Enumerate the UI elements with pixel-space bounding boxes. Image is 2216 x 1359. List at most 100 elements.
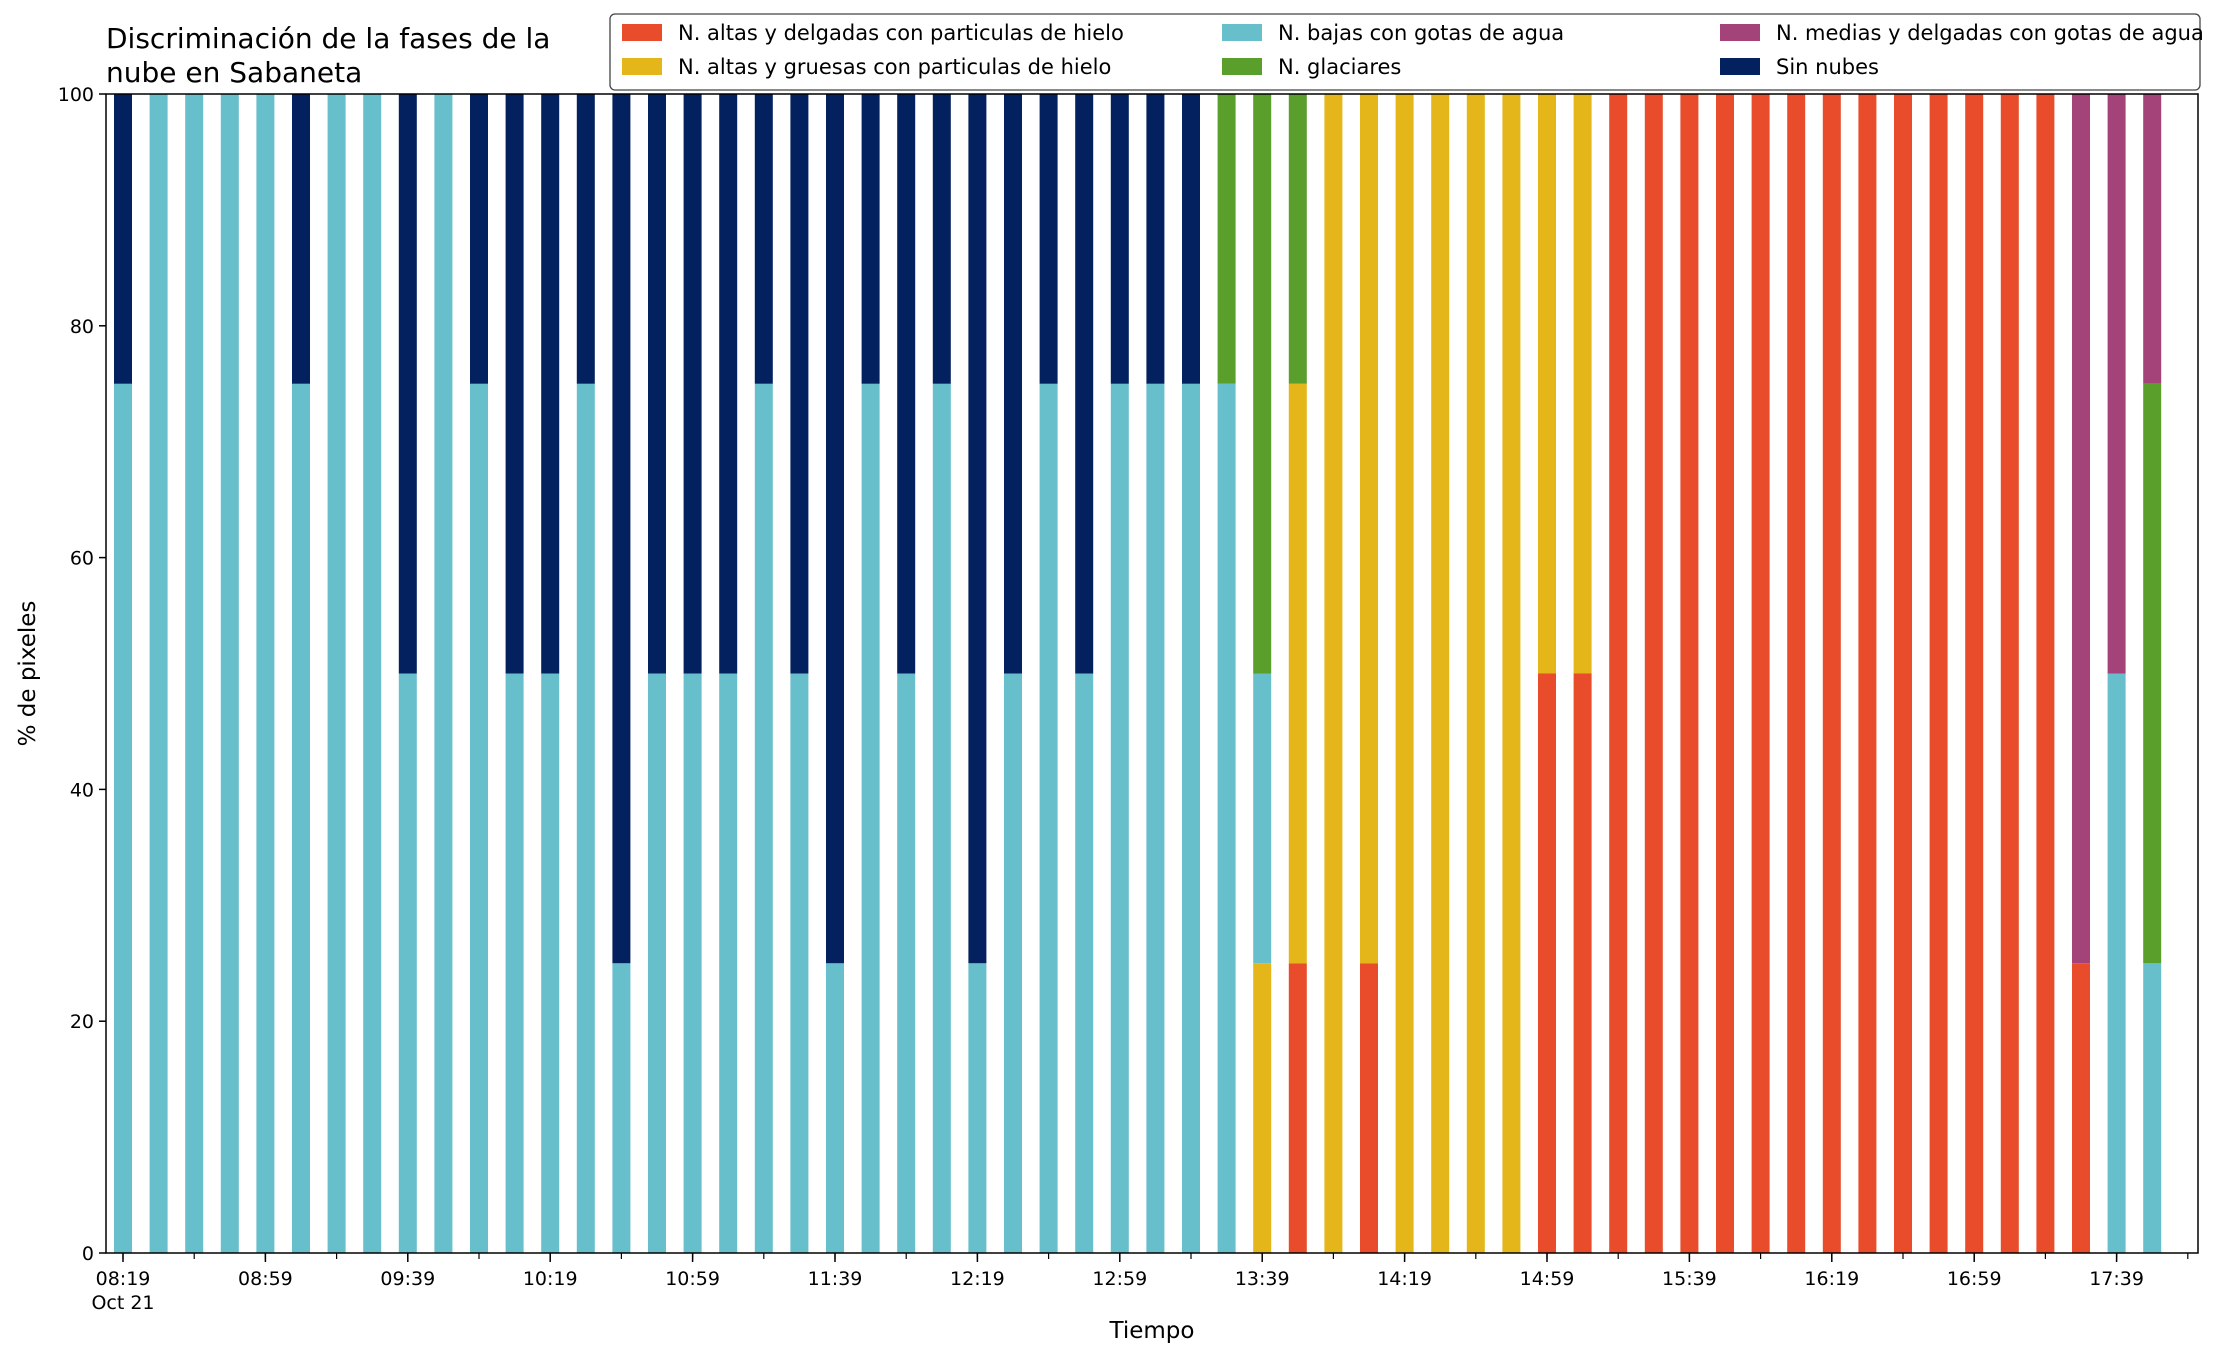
bar-segment (327, 94, 346, 1253)
chart-title: nube en Sabaneta (106, 56, 362, 89)
legend-label: Sin nubes (1776, 55, 1879, 79)
bar-segment (1217, 383, 1236, 1253)
bar-segment (648, 673, 666, 1253)
bar-segment (2143, 383, 2162, 964)
bar-segment (1004, 673, 1022, 1253)
bar-segment (754, 94, 773, 384)
bar-segment (114, 94, 132, 384)
bar-segment (1288, 963, 1307, 1253)
bar-segment (256, 94, 275, 1253)
bar-segment (719, 673, 738, 1253)
bar-segment (1217, 94, 1236, 384)
bar-segment (1680, 94, 1699, 1253)
bar-segment (612, 963, 631, 1253)
legend-label: N. altas y delgadas con particulas de hi… (678, 21, 1124, 45)
bar-segment (648, 94, 666, 674)
bar-segment (1609, 94, 1628, 1253)
legend-box (609, 13, 2201, 91)
bar-segment (2143, 963, 2162, 1253)
bar-segment (1075, 673, 1094, 1253)
bar-segment (1146, 383, 1165, 1253)
bar-segment (1039, 383, 1058, 1253)
bar-segment (470, 94, 488, 384)
bar-segment (861, 383, 880, 1253)
bar-segment (968, 94, 987, 964)
bar-segment (826, 94, 844, 964)
bar-segment (1288, 94, 1307, 384)
x-tick-label: 17:39 (2089, 1268, 2144, 1290)
bar-segment (1253, 673, 1272, 964)
x-tick-label: 09:39 (380, 1268, 435, 1290)
bar-segment (149, 94, 168, 1253)
bar-segment (2072, 94, 2090, 964)
x-tick-label: 14:59 (1520, 1268, 1575, 1290)
legend-swatch (1720, 58, 1760, 75)
bar-segment (932, 94, 951, 384)
y-tick-label: 60 (70, 548, 94, 570)
bar-segment (790, 94, 809, 674)
x-tick-label: 13:39 (1235, 1268, 1290, 1290)
x-tick-label: 08:59 (238, 1268, 293, 1290)
bar-segment (683, 94, 702, 674)
bar-segment (2143, 94, 2162, 384)
bar-segment (1110, 383, 1129, 1253)
legend-label: N. medias y delgadas con gotas de agua (1776, 21, 2204, 45)
x-axis-label: Tiempo (1109, 1318, 1195, 1344)
bar-segment (1894, 94, 1912, 1253)
y-tick-label: 20 (70, 1011, 94, 1033)
bar-segment (576, 383, 595, 1253)
x-tick-sublabel: Oct 21 (91, 1292, 154, 1314)
y-tick-label: 100 (58, 84, 94, 106)
bar-segment (1965, 94, 1984, 1253)
bar-segment (541, 673, 560, 1253)
bar-segment (398, 673, 417, 1253)
bar-segment (1502, 94, 1521, 1253)
bar-segment (1751, 94, 1770, 1253)
bar-segment (363, 94, 382, 1253)
x-tick-label: 10:19 (523, 1268, 578, 1290)
bar-segment (897, 94, 916, 674)
bar-segment (719, 94, 738, 674)
bar-segment (1716, 94, 1734, 1253)
bar-segment (683, 673, 702, 1253)
y-tick-label: 0 (82, 1243, 94, 1265)
bar-segment (1253, 963, 1272, 1253)
bar-segment (2107, 673, 2126, 1253)
bars-layer (114, 94, 2162, 1253)
bar-segment (576, 94, 595, 384)
legend-label: N. altas y gruesas con particulas de hie… (678, 55, 1111, 79)
bar-segment (1466, 94, 1485, 1253)
bar-segment (185, 94, 204, 1253)
bar-segment (1538, 94, 1556, 674)
bar-segment (1146, 94, 1165, 384)
legend: N. altas y delgadas con particulas de hi… (609, 13, 2204, 91)
y-tick-label: 40 (70, 779, 94, 801)
legend-label: N. bajas con gotas de agua (1278, 21, 1564, 45)
legend-swatch (1222, 58, 1262, 75)
bar-segment (1182, 383, 1200, 1253)
bar-segment (1573, 94, 1592, 674)
bar-segment (434, 94, 453, 1253)
y-axis-label: % de pixeles (15, 601, 41, 747)
chart-title: Discriminación de la fases de la (106, 22, 550, 55)
bar-segment (114, 383, 132, 1253)
bar-segment (2000, 94, 2019, 1253)
x-tick-label: 15:39 (1662, 1268, 1717, 1290)
bar-segment (897, 673, 916, 1253)
bar-segment (505, 673, 524, 1253)
bar-segment (612, 94, 631, 964)
bar-segment (1182, 94, 1200, 384)
bar-segment (2036, 94, 2055, 1253)
y-tick-label: 80 (70, 316, 94, 338)
plot-frame (105, 93, 2199, 1254)
bar-segment (470, 383, 488, 1253)
x-tick-label: 11:39 (808, 1268, 863, 1290)
bar-segment (932, 383, 951, 1253)
bar-segment (2072, 963, 2090, 1253)
x-tick-label: 10:59 (665, 1268, 720, 1290)
bar-segment (398, 94, 417, 674)
bar-segment (1253, 94, 1272, 674)
x-tick-label: 12:19 (950, 1268, 1005, 1290)
bar-segment (861, 94, 880, 384)
